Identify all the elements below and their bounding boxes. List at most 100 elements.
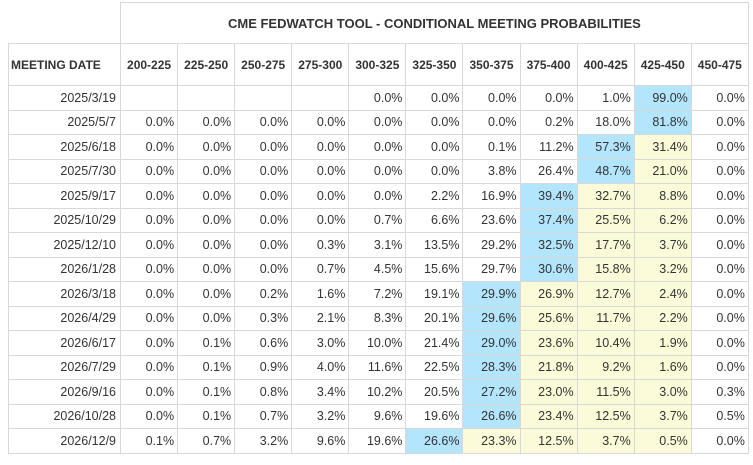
probability-cell: 0.0%: [690, 305, 749, 331]
rate-range-header: 425-450: [633, 43, 692, 86]
probability-cell: 8.3%: [348, 305, 407, 331]
probability-cell: 19.6%: [348, 428, 407, 454]
probability-cell: 0.1%: [177, 403, 236, 429]
probability-cell: 0.0%: [119, 109, 179, 135]
probability-cell: 3.2%: [633, 256, 692, 282]
probability-cell: 0.3%: [690, 379, 749, 405]
probability-cell: 32.7%: [576, 183, 635, 209]
probability-cell: 0.0%: [177, 183, 236, 209]
table-row: 2025/6/18 0.0% 0.0% 0.0% 0.0% 0.0% 0.0% 0.1% 11.…: [8, 134, 749, 160]
probability-cell: 2.2%: [633, 305, 692, 331]
meeting-date-cell: 2026/9/16: [8, 379, 121, 405]
probability-cell: 99.0%: [633, 85, 692, 111]
probability-cell: 0.0%: [348, 109, 407, 135]
probability-cell: 13.5%: [405, 232, 464, 258]
probability-cell: 0.0%: [234, 256, 293, 282]
probability-cell: 0.0%: [405, 109, 464, 135]
probability-cell: 1.6%: [633, 354, 692, 380]
probability-cell: 27.2%: [462, 379, 521, 405]
probability-cell: 0.1%: [119, 428, 179, 454]
probability-cell: 0.0%: [690, 183, 749, 209]
probability-cell: 0.8%: [234, 379, 293, 405]
meeting-date-cell: 2025/3/19: [8, 85, 121, 111]
probability-cell: 25.6%: [519, 305, 578, 331]
probability-cell: 0.5%: [633, 428, 692, 454]
probability-cell: 3.1%: [348, 232, 407, 258]
probability-cell: 0.0%: [234, 183, 293, 209]
probability-cell: 12.5%: [576, 403, 635, 429]
title-row: CME FEDWATCH TOOL - CONDITIONAL MEETING …: [8, 2, 749, 44]
probability-cell: 0.1%: [177, 379, 236, 405]
table-row: 2025/7/30 0.0% 0.0% 0.0% 0.0% 0.0% 0.0% 3.8% 26.…: [8, 158, 749, 184]
probability-cell: 10.2%: [348, 379, 407, 405]
probability-cell: 17.7%: [576, 232, 635, 258]
meeting-date-cell: 2025/12/10: [8, 232, 121, 258]
probability-cell: 0.0%: [177, 109, 236, 135]
probability-cell: 0.2%: [234, 281, 293, 307]
probability-cell: [291, 85, 350, 111]
probability-cell: 25.5%: [576, 207, 635, 233]
table-row: 2026/3/18 0.0% 0.0% 0.2% 1.6% 7.2% 19.1% 29.9% 2…: [8, 281, 749, 307]
table-title: CME FEDWATCH TOOL - CONDITIONAL MEETING …: [120, 2, 749, 44]
probability-cell: 57.3%: [576, 134, 635, 160]
probability-cell: 0.7%: [348, 207, 407, 233]
probability-cell: 3.2%: [234, 428, 293, 454]
probability-cell: 0.0%: [119, 281, 179, 307]
probability-cell: 0.0%: [348, 85, 407, 111]
probability-cell: 2.2%: [405, 183, 464, 209]
meeting-date-cell: 2025/6/18: [8, 134, 121, 160]
probability-cell: 0.0%: [405, 158, 464, 184]
table-row: 2025/5/7 0.0% 0.0% 0.0% 0.0% 0.0% 0.0% 0.0% 0.2%…: [8, 109, 749, 135]
probability-cell: 0.1%: [462, 134, 521, 160]
title-corner-cell: [8, 2, 121, 44]
probability-cell: 11.7%: [576, 305, 635, 331]
probability-cell: 10.4%: [576, 330, 635, 356]
probability-cell: 8.8%: [633, 183, 692, 209]
meeting-date-cell: 2026/4/29: [8, 305, 121, 331]
probability-cell: 0.0%: [690, 207, 749, 233]
probability-cell: 20.1%: [405, 305, 464, 331]
probability-cell: 0.0%: [119, 354, 179, 380]
rate-range-header: 300-325: [348, 43, 407, 86]
probability-cell: 9.6%: [348, 403, 407, 429]
probability-cell: 0.5%: [690, 403, 749, 429]
probability-cell: 18.0%: [576, 109, 635, 135]
probability-cell: 0.0%: [690, 256, 749, 282]
probability-cell: 0.0%: [119, 183, 179, 209]
probability-cell: 16.9%: [462, 183, 521, 209]
meeting-date-cell: 2026/6/17: [8, 330, 121, 356]
probability-cell: 0.9%: [234, 354, 293, 380]
probability-cell: 1.9%: [633, 330, 692, 356]
probability-cell: 0.0%: [119, 232, 179, 258]
probability-cell: 1.0%: [576, 85, 635, 111]
probability-cell: 23.0%: [519, 379, 578, 405]
rate-range-header: 350-375: [462, 43, 521, 86]
rate-range-header: 200-225: [119, 43, 179, 86]
probability-cell: 29.2%: [462, 232, 521, 258]
table-row: 2025/10/29 0.0% 0.0% 0.0% 0.0% 0.7% 6.6% 23.6% 3…: [8, 207, 749, 233]
probability-cell: 0.0%: [291, 134, 350, 160]
probability-cell: 7.2%: [348, 281, 407, 307]
table-row: 2025/12/10 0.0% 0.0% 0.0% 0.3% 3.1% 13.5% 29.2%…: [8, 232, 749, 258]
probability-cell: 39.4%: [519, 183, 578, 209]
probability-cell: 20.5%: [405, 379, 464, 405]
probability-cell: 11.5%: [576, 379, 635, 405]
probability-cell: 0.0%: [690, 330, 749, 356]
table-row: 2025/9/17 0.0% 0.0% 0.0% 0.0% 0.0% 2.2% 16.9% 39…: [8, 183, 749, 209]
probability-cell: 0.0%: [119, 305, 179, 331]
probability-cell: 0.0%: [177, 158, 236, 184]
probability-cell: 3.2%: [291, 403, 350, 429]
probability-cell: 19.6%: [405, 403, 464, 429]
table-row: 2026/6/17 0.0% 0.1% 0.6% 3.0% 10.0% 21.4% 29.0%…: [8, 330, 749, 356]
probability-table: CME FEDWATCH TOOL - CONDITIONAL MEETING …: [8, 2, 749, 454]
probability-cell: 23.6%: [519, 330, 578, 356]
probability-cell: 0.0%: [690, 354, 749, 380]
probability-cell: 0.0%: [234, 232, 293, 258]
probability-cell: 0.0%: [690, 85, 749, 111]
meeting-date-cell: 2025/5/7: [8, 109, 121, 135]
probability-cell: 0.0%: [119, 256, 179, 282]
probability-cell: 0.0%: [291, 207, 350, 233]
probability-cell: 0.0%: [405, 85, 464, 111]
probability-cell: 3.8%: [462, 158, 521, 184]
probability-cell: 21.4%: [405, 330, 464, 356]
